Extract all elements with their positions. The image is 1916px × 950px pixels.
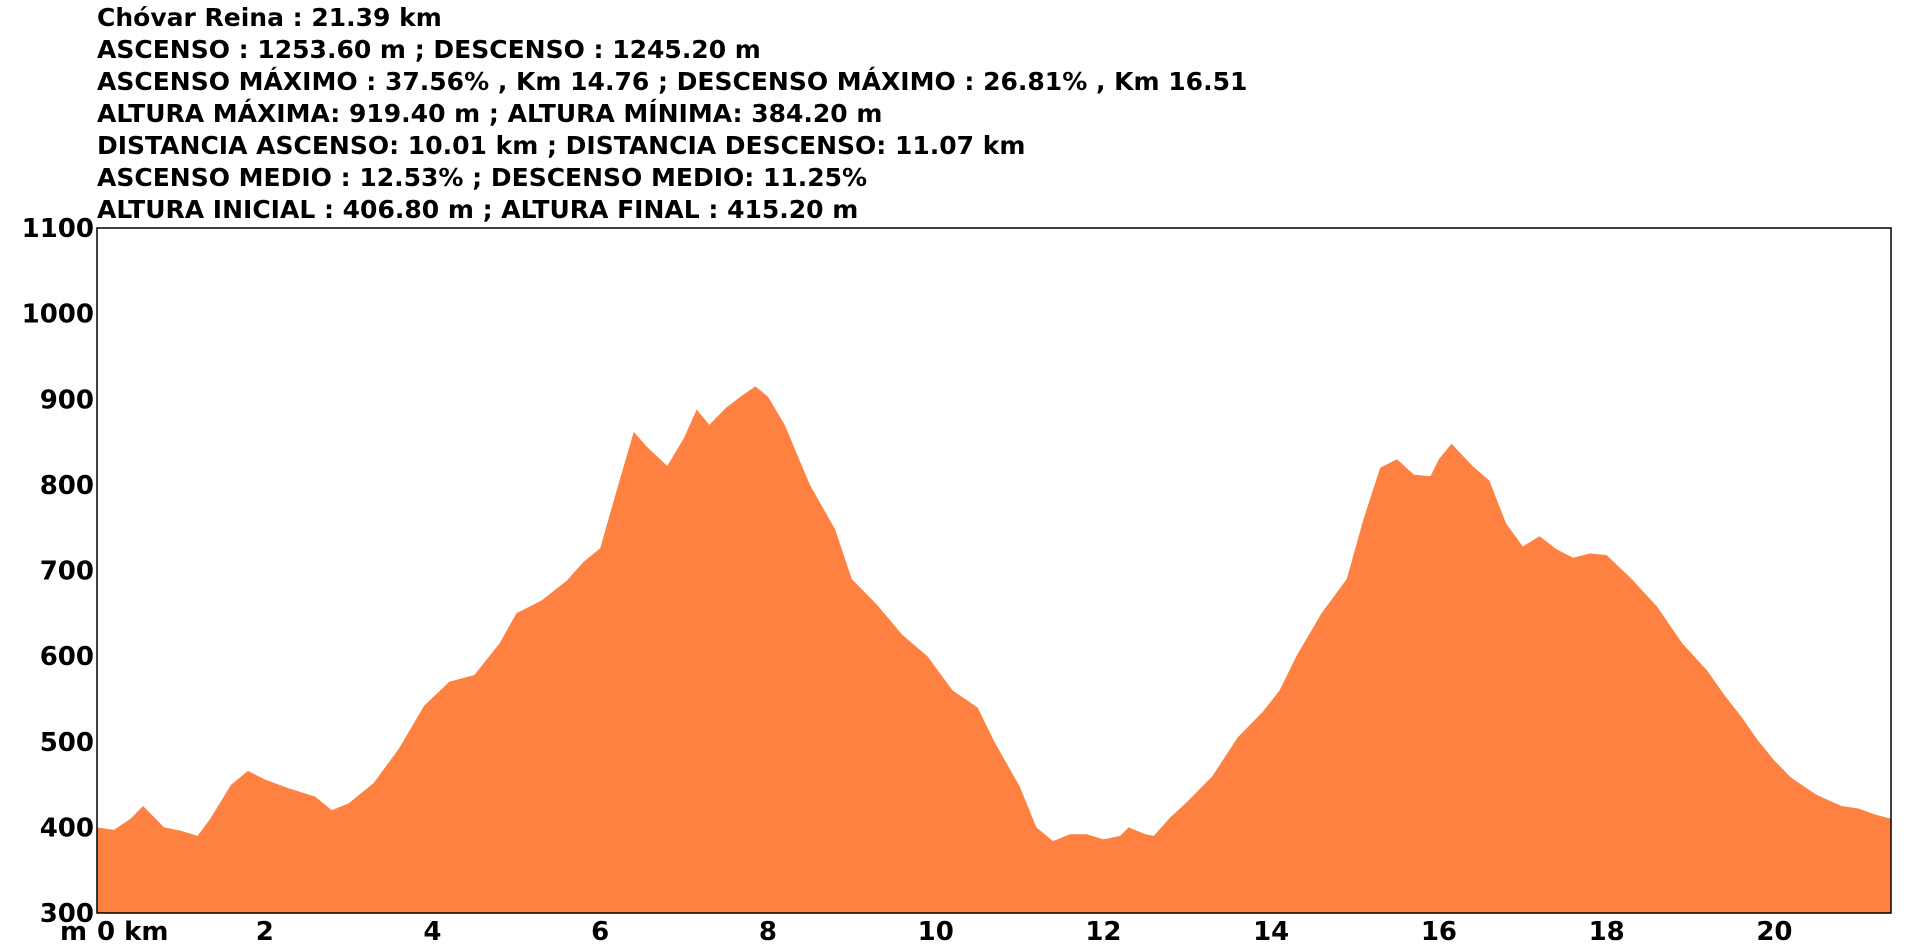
x-tick-label: 8: [759, 917, 777, 947]
y-tick-label: 1000: [22, 300, 94, 330]
x-tick-label: 0 km: [97, 917, 169, 947]
y-tick-label: 800: [40, 471, 94, 501]
x-tick-label: 20: [1756, 917, 1792, 947]
y-tick-label: 500: [40, 728, 94, 758]
x-tick-label: 6: [591, 917, 609, 947]
stat-start-end-altitude: ALTURA INICIAL : 406.80 m ; ALTURA FINAL…: [97, 195, 859, 224]
plot-frame: [96, 227, 1892, 914]
y-axis-unit: m: [60, 917, 87, 947]
y-tick-label: 900: [40, 385, 94, 415]
y-tick-label: 700: [40, 557, 94, 587]
stat-ascent-descent: ASCENSO : 1253.60 m ; DESCENSO : 1245.20…: [97, 35, 761, 64]
stat-altitude-range: ALTURA MÁXIMA: 919.40 m ; ALTURA MÍNIMA:…: [97, 99, 883, 128]
x-tick-label: 14: [1253, 917, 1289, 947]
x-tick-label: 12: [1085, 917, 1121, 947]
x-tick-label: 4: [423, 917, 441, 947]
x-tick-label: 2: [256, 917, 274, 947]
route-stats: Chóvar Reina : 21.39 km ASCENSO : 1253.6…: [97, 2, 1247, 226]
stat-max-grade: ASCENSO MÁXIMO : 37.56% , Km 14.76 ; DES…: [97, 67, 1248, 96]
route-title: Chóvar Reina : 21.39 km: [97, 3, 442, 32]
elevation-area: [97, 386, 1891, 913]
x-tick-label: 16: [1421, 917, 1457, 947]
y-tick-label: 600: [40, 642, 94, 672]
y-tick-label: 400: [40, 813, 94, 843]
y-tick-label: 1100: [22, 214, 94, 244]
x-tick-label: 10: [918, 917, 954, 947]
stat-average-grade: ASCENSO MEDIO : 12.53% ; DESCENSO MEDIO:…: [97, 163, 868, 192]
stat-distances: DISTANCIA ASCENSO: 10.01 km ; DISTANCIA …: [97, 131, 1026, 160]
y-tick-label: 300: [40, 899, 94, 929]
x-tick-label: 18: [1589, 917, 1625, 947]
